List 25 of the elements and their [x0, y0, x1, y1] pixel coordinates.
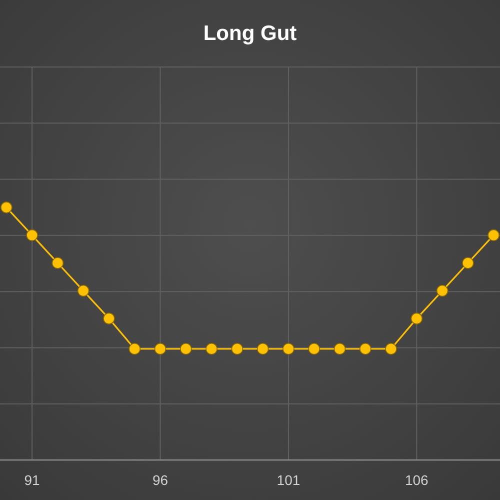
point: [103, 312, 115, 324]
point: [52, 257, 64, 269]
point: [0, 202, 12, 214]
point: [410, 312, 423, 324]
point: [180, 342, 192, 355]
x-tick-label: 101: [276, 472, 300, 488]
point: [154, 342, 166, 355]
point: [359, 342, 372, 355]
point: [128, 342, 141, 355]
point: [308, 342, 320, 355]
x-tick-label: 96: [152, 472, 168, 488]
point: [436, 284, 448, 297]
point: [488, 229, 500, 242]
point: [26, 229, 38, 242]
point: [206, 342, 218, 355]
x-tick-label: 106: [404, 472, 429, 488]
chart-title: Long Gut: [203, 22, 297, 45]
point: [231, 342, 244, 355]
point: [462, 257, 474, 269]
point: [77, 284, 90, 297]
point: [256, 342, 269, 355]
x-tick-label: 91: [24, 472, 40, 488]
point: [282, 342, 294, 355]
point: [334, 342, 346, 355]
point: [385, 342, 397, 355]
